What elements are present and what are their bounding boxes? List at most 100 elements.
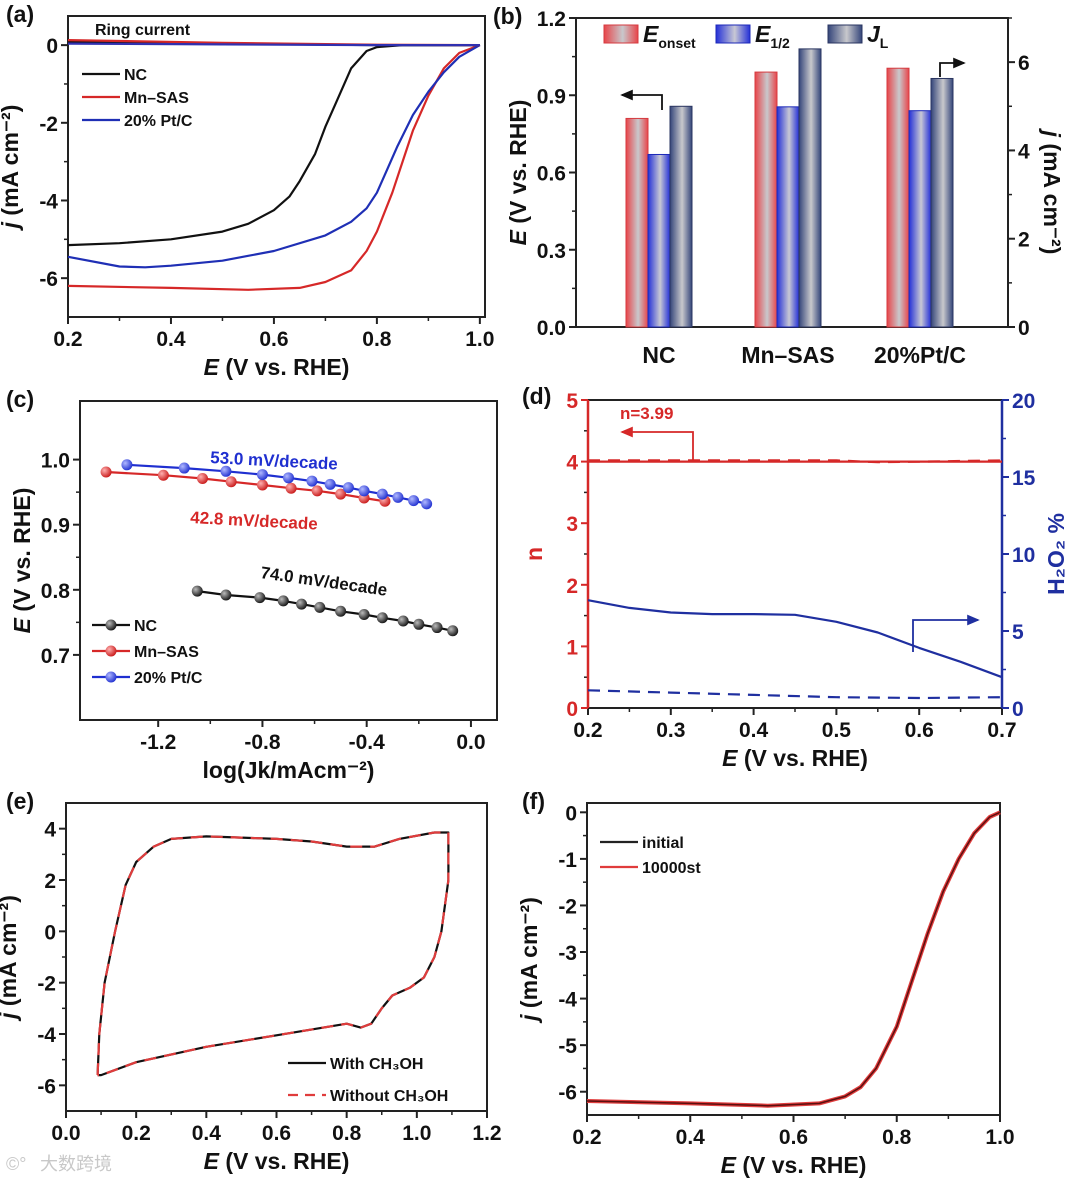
series-line-1 [106, 470, 386, 503]
data-point [220, 465, 232, 477]
series-line-0 [96, 831, 450, 1077]
x-tick-label: 0.8 [332, 1122, 362, 1145]
data-point [220, 589, 232, 601]
data-point [296, 598, 308, 610]
y-tick-label: 2 [44, 870, 56, 893]
legend-swatch [603, 24, 639, 44]
plot-frame [79, 400, 498, 721]
x-axis-label-text: (V vs. RHE) [219, 1148, 349, 1174]
x-tick-label: 0.6 [779, 1126, 808, 1149]
x-tick-label: 0.7 [987, 719, 1016, 742]
series-line-0 [67, 44, 480, 247]
y-tick-label: -6 [37, 1075, 56, 1098]
legend-marker [105, 671, 117, 683]
ring-current-annotation: Ring current [95, 22, 191, 39]
x-axis-label-symbol: E [204, 354, 220, 380]
y-tick-label: 0.3 [537, 240, 566, 263]
y2-axis-label: j (mA cm⁻²) [1039, 128, 1065, 255]
x-tick-label: 1.0 [985, 1126, 1014, 1149]
category-label: 20%Pt/C [874, 342, 966, 368]
x-tick-label: 0.2 [573, 719, 602, 742]
x-tick-label: 0.4 [676, 1126, 706, 1149]
y-axis-label: E (V vs. RHE) [505, 100, 531, 246]
y-tick-label: 0.6 [537, 163, 566, 186]
bar [908, 110, 932, 328]
data-point [191, 585, 203, 597]
y-tick-label: 5 [566, 390, 578, 413]
data-point [306, 475, 318, 487]
y-axis-label: j (mA cm⁻²) [0, 895, 21, 1022]
y-tick-label: -4 [39, 190, 58, 213]
data-point [157, 469, 169, 481]
right-axis-arrow-icon [912, 614, 980, 652]
legend-entry: E1/2 [755, 21, 790, 51]
n-value-annotation: n=3.99 [620, 404, 673, 423]
y2-tick-label: 20 [1012, 390, 1035, 413]
y-tick-label: -6 [39, 268, 58, 291]
legend-entry: Mn–SAS [134, 644, 199, 661]
y-tick-label: 0.9 [537, 85, 566, 108]
x-axis-label-symbol: E [204, 1148, 220, 1174]
y-axis-label-symbol: j [0, 1012, 21, 1022]
data-point [324, 478, 336, 490]
legend-entry: NC [124, 67, 148, 84]
y-axis-label-text: (V vs. RHE) [505, 100, 531, 230]
y-axis-label-text: (mA cm⁻²) [516, 897, 542, 1014]
category-label: NC [642, 342, 675, 368]
x-axis-label: E (V vs. RHE) [722, 745, 868, 771]
legend-swatch [715, 24, 751, 44]
x-tick-label: -1.2 [140, 731, 176, 754]
x-tick-label: 1.2 [472, 1122, 501, 1145]
x-tick-label: 0.4 [156, 328, 186, 351]
y2-tick-label: 0 [1018, 317, 1030, 340]
legend-marker [105, 619, 117, 631]
left-axis-arrow-icon [620, 426, 694, 460]
y2-tick-label: 0 [1012, 698, 1024, 721]
data-point [392, 491, 404, 503]
y-tick-label: 0 [46, 35, 58, 58]
panel-label: (f) [522, 788, 545, 814]
bar [625, 117, 649, 328]
y-axis-label: E (V vs. RHE) [9, 488, 35, 634]
legend-entry: Mn–SAS [124, 90, 189, 107]
y-axis-label-text: (mA cm⁻²) [0, 895, 21, 1012]
data-point [376, 488, 388, 500]
legend-entry: 10000st [642, 860, 701, 877]
panel-b: (b) 0.0 0.3 0.6 0.9 1.2 0 2 4 6 NC Mn–SAS 20%Pt/C E (… [493, 3, 1065, 368]
y2-axis-label: H₂O₂ % [1043, 513, 1069, 595]
x-tick-label: 1.0 [465, 328, 494, 351]
bar [669, 105, 693, 328]
legend-swatch [827, 24, 863, 44]
x-tick-label: 0.0 [51, 1122, 80, 1145]
y-axis-label: j (mA cm⁻²) [0, 105, 23, 232]
y-tick-label: -2 [558, 895, 577, 918]
y2-tick-label: 10 [1012, 544, 1035, 567]
y2-axis-label-text: (mA cm⁻²) [1039, 137, 1065, 254]
y-axis-label: j (mA cm⁻²) [516, 897, 542, 1024]
y-tick-label: 4 [44, 819, 56, 842]
y-tick-label: 0.7 [41, 645, 70, 668]
y-axis-label-symbol: j [516, 1014, 542, 1024]
panel-f: (f) 0.2 0.4 0.6 0.8 1.0 -6 -5 -4 -3 -2 -1 0 E (V vs. … [516, 788, 1015, 1178]
legend-marker [105, 645, 117, 657]
x-axis-label-text: (V vs. RHE) [736, 1152, 866, 1178]
plot-frame [67, 15, 486, 318]
x-tick-label: -0.4 [349, 731, 386, 754]
x-tick-label: 0.2 [53, 328, 82, 351]
y-tick-label: -1 [558, 849, 577, 872]
x-tick-label: 0.5 [822, 719, 852, 742]
y-tick-label: 0 [566, 698, 578, 721]
x-tick-label: 0.2 [122, 1122, 151, 1145]
series-line-2 [587, 599, 1003, 679]
data-point [358, 609, 370, 621]
legend-symbol: E [643, 21, 659, 47]
legend-symbol: E [755, 21, 771, 47]
y2-tick-label: 2 [1018, 229, 1030, 252]
data-point [314, 601, 326, 613]
data-point [256, 469, 268, 481]
y-tick-label: 0.0 [537, 317, 566, 340]
data-point [376, 612, 388, 624]
x-tick-label: 0.0 [456, 731, 485, 754]
watermark-logo-icon: ©° [6, 1154, 26, 1174]
